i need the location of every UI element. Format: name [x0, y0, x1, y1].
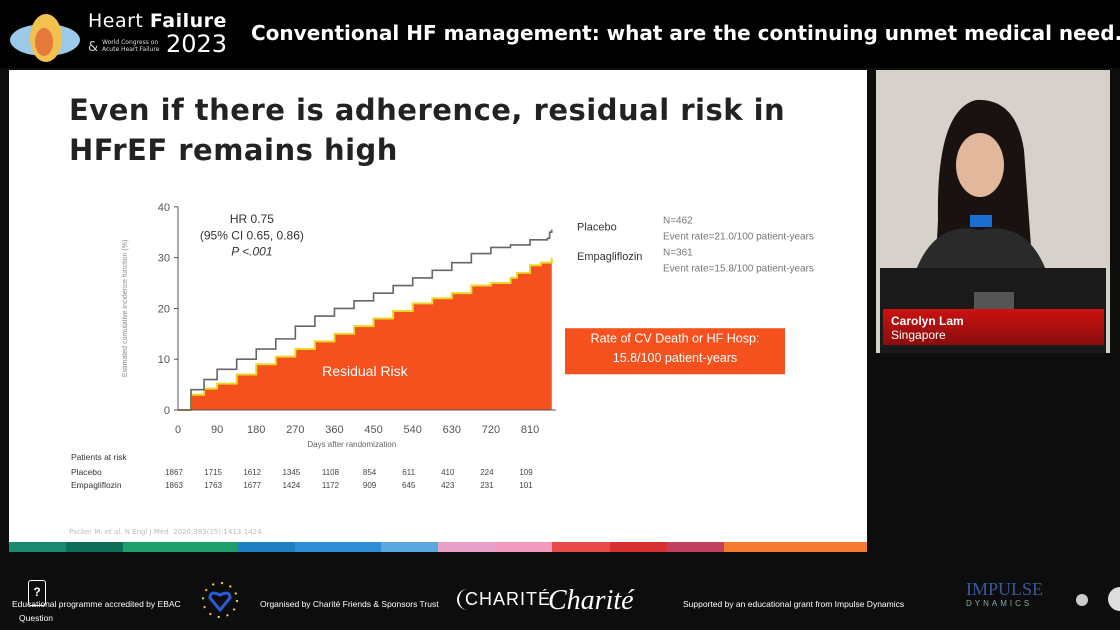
- dynamics-logo: DYNAMICS: [966, 599, 1033, 608]
- cv-death-rate-line2: 15.8/100 patient-years: [613, 351, 737, 365]
- brand-text: Heart: [88, 10, 150, 32]
- header-bar: Heart Failure & World Congress on Acute …: [0, 0, 1120, 68]
- risk-table-row-label: Empagliflozin: [71, 480, 122, 490]
- x-axis-label: Days after randomization: [307, 440, 396, 449]
- slider-knob-large[interactable]: [1108, 587, 1120, 611]
- risk-table-cell: 109: [519, 468, 533, 477]
- risk-table-cell: 611: [402, 468, 415, 477]
- risk-table-cell: 1715: [204, 468, 222, 477]
- y-tick-label: 30: [158, 253, 170, 265]
- y-tick-label: 10: [158, 354, 170, 366]
- risk-table-cell: 909: [363, 481, 377, 490]
- question-label: Question: [19, 613, 54, 623]
- heart-logo-icon: [10, 14, 80, 62]
- legend-placebo: Placebo: [577, 222, 617, 234]
- x-tick-label: 810: [521, 424, 539, 436]
- congress-brand: Heart Failure & World Congress on Acute …: [88, 10, 227, 58]
- impulse-logo: IMPULSE: [966, 579, 1044, 599]
- footer-bar: ? Educational programme accredited by EB…: [0, 575, 1120, 630]
- x-tick-label: 630: [443, 424, 461, 436]
- risk-table-cell: 1345: [282, 468, 300, 477]
- risk-table-row-label: Placebo: [71, 467, 102, 477]
- x-tick-label: 270: [286, 424, 304, 436]
- x-tick-label: 540: [404, 424, 422, 436]
- risk-table-cell: 1763: [204, 481, 222, 490]
- confidence-interval: (95% CI 0.65, 0.86): [200, 228, 304, 242]
- risk-table-cell: 1867: [165, 468, 183, 477]
- cumulative-incidence-chart: 0 10 20 30 40 0 90 180 270 360 450 540 630 720 810 Days…: [71, 202, 814, 490]
- supported-text: Supported by an educational grant from I…: [683, 599, 905, 609]
- y-tick-label: 0: [164, 405, 170, 417]
- color-stripe: [9, 542, 868, 552]
- risk-table-cell: 645: [402, 481, 416, 490]
- x-tick-label: 180: [247, 424, 265, 436]
- y-tick-label: 40: [158, 202, 170, 214]
- x-tick-label: 360: [325, 424, 343, 436]
- brand-amp: &: [88, 40, 99, 55]
- risk-table-cell: 1677: [243, 481, 261, 490]
- y-axis-label: Estimated cumulative incidence function …: [122, 240, 129, 377]
- presentation-slide: Even if there is adherence, residual ris…: [9, 70, 868, 552]
- speaker-name: Carolyn Lam: [891, 314, 964, 328]
- organised-text: Organised by Charité Friends & Sponsors …: [260, 599, 439, 609]
- hazard-ratio: HR 0.75: [230, 212, 274, 226]
- x-tick-label: 0: [175, 424, 181, 436]
- empagliflozin-line: [178, 257, 553, 411]
- placebo-n: N=462: [663, 216, 693, 227]
- risk-table-cell: 1424: [282, 481, 300, 490]
- talk-title: Conventional HF management: what are the…: [251, 21, 1120, 45]
- charite-logo: CHARITÉ: [457, 589, 551, 610]
- empagliflozin-area: [178, 257, 552, 410]
- placebo-line: [178, 229, 553, 411]
- speaker-name-banner: Carolyn Lam Singapore: [883, 309, 1104, 345]
- risk-table-header: Patients at risk: [71, 452, 127, 462]
- risk-table-cell: 854: [363, 468, 377, 477]
- cv-death-rate-box: [565, 328, 785, 375]
- risk-table-cell: 1108: [322, 468, 340, 477]
- brand-subtitle: World Congress on Acute Heart Failure: [102, 39, 160, 53]
- risk-table-cell: 410: [441, 468, 455, 477]
- risk-table-cell: 231: [480, 481, 494, 490]
- risk-table-cell: 423: [441, 481, 455, 490]
- risk-table-cell: 1172: [322, 481, 340, 490]
- brand-text-bold: Failure: [149, 10, 227, 32]
- risk-table-cell: 1863: [165, 481, 183, 490]
- risk-table-cell: 101: [519, 481, 533, 490]
- ebac-text: Educational programme accredited by EBAC: [12, 599, 181, 609]
- residual-risk-label: Residual Risk: [322, 363, 409, 379]
- slider-knob[interactable]: [1076, 594, 1088, 606]
- empa-event-rate: Event rate=15.8/100 patient-years: [663, 263, 814, 274]
- ebac-stars-logo-icon: [202, 582, 238, 618]
- charite-script-logo: Charité: [548, 585, 634, 616]
- legend-empagliflozin: Empagliflozin: [577, 251, 642, 263]
- p-value: P <.001: [231, 245, 272, 259]
- placebo-event-rate: Event rate=21.0/100 patient-years: [663, 231, 814, 242]
- risk-table-cell: 224: [480, 468, 494, 477]
- empa-n: N=361: [663, 248, 693, 259]
- brand-year: 2023: [166, 30, 228, 58]
- question-button[interactable]: ?: [28, 580, 46, 606]
- slide-title: Even if there is adherence, residual ris…: [69, 93, 786, 167]
- y-tick-label: 20: [158, 303, 170, 315]
- citation: Packer M. et al. N Engl J Med. 2020;383(…: [69, 528, 264, 536]
- speaker-country: Singapore: [891, 328, 946, 342]
- cv-death-rate-line1: Rate of CV Death or HF Hosp:: [591, 331, 760, 345]
- x-tick-label: 450: [364, 424, 382, 436]
- x-tick-label: 90: [211, 424, 223, 436]
- risk-table-cell: 1612: [243, 468, 261, 477]
- x-tick-label: 720: [482, 424, 500, 436]
